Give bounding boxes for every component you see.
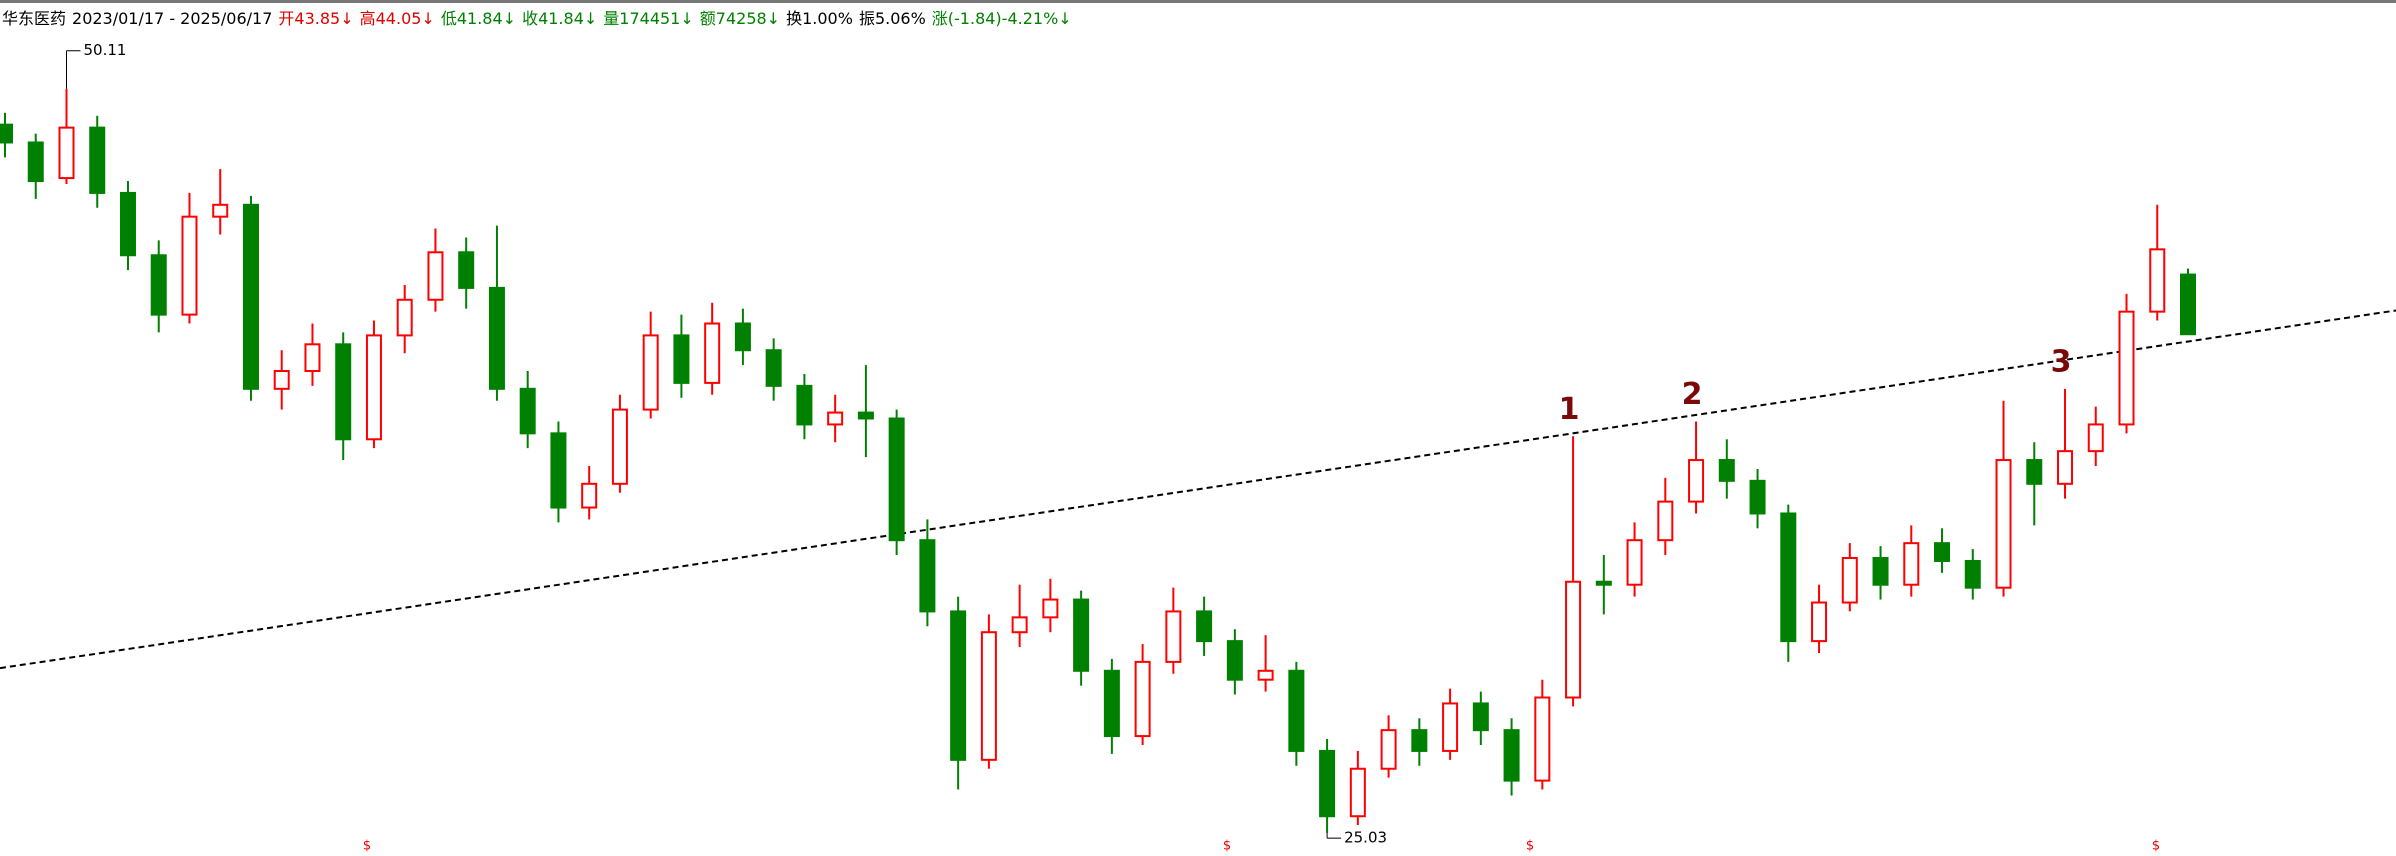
candle-body	[1411, 729, 1428, 752]
candle-body	[1780, 512, 1797, 643]
candle-body	[89, 126, 106, 194]
candle-body	[765, 349, 782, 387]
candle-body	[827, 411, 844, 426]
candle-body	[427, 251, 444, 301]
wave-label: 2	[1682, 377, 1703, 412]
header-item: 高44.05↓	[359, 9, 435, 28]
candle-body	[1595, 580, 1612, 586]
candle-body	[1934, 542, 1951, 562]
candle-body	[1626, 539, 1643, 586]
candle-body	[611, 408, 628, 485]
candle-body	[1565, 580, 1582, 699]
candle-body	[27, 141, 44, 183]
candle-body	[1534, 696, 1551, 782]
candle-body	[673, 334, 690, 384]
header: 华东医药 2023/01/17 - 2025/06/17 开43.85↓ 高44.05…	[2, 5, 1078, 29]
candle-body	[1688, 459, 1705, 503]
extreme-label: 50.11	[83, 41, 126, 59]
candle-body	[888, 417, 905, 542]
event-marker: $	[1526, 839, 1534, 854]
wave-label: 1	[1559, 392, 1580, 427]
candle-body	[1995, 459, 2012, 589]
candle-body	[1319, 749, 1336, 818]
candle-body	[1042, 598, 1059, 619]
candle-body	[242, 203, 259, 390]
candle-body	[396, 298, 413, 337]
candle-body	[1657, 500, 1674, 542]
candle-body	[1165, 610, 1182, 663]
candle-body	[2149, 248, 2166, 313]
candle-body	[1103, 669, 1120, 738]
candle-body	[2026, 459, 2043, 485]
candle-body	[1903, 542, 1920, 586]
candle-body	[1442, 702, 1459, 752]
top-border	[0, 0, 2396, 3]
header-item: 换1.00%	[786, 9, 853, 28]
candle-body	[1749, 479, 1766, 515]
candle-body	[980, 631, 997, 761]
candle-body	[488, 286, 505, 390]
candle-body	[335, 343, 352, 441]
candle-body	[0, 123, 13, 144]
header-item: 额74258↓	[699, 9, 781, 28]
candle-body	[2087, 423, 2104, 453]
candle-body	[2118, 310, 2135, 426]
header-item: 量174451↓	[603, 9, 694, 28]
candle-body	[1134, 660, 1151, 738]
candle-body	[796, 384, 813, 426]
event-marker: $	[2152, 839, 2160, 854]
candle-body	[212, 203, 229, 218]
candle-body	[1503, 729, 1520, 782]
candle-body	[1226, 640, 1243, 681]
candle-body	[919, 539, 936, 613]
candle-body	[150, 254, 167, 316]
candle-body	[704, 322, 721, 384]
candle-body	[2180, 273, 2196, 336]
candle-body	[950, 610, 967, 761]
candle-body	[273, 370, 290, 390]
candle-body	[458, 251, 475, 289]
header-item: 涨(-1.84)-4.21%↓	[931, 9, 1072, 28]
candle-body	[1349, 767, 1366, 818]
header-item: 2023/01/17 - 2025/06/17	[72, 9, 273, 28]
candle-body	[1073, 598, 1090, 672]
event-marker: $	[1223, 839, 1231, 854]
candle-body	[58, 126, 75, 180]
candle-body	[857, 411, 874, 420]
candle-body	[2057, 450, 2074, 485]
header-item: 收41.84↓	[522, 9, 598, 28]
trendline	[0, 309, 2396, 670]
candle-body	[304, 343, 321, 373]
candle-body	[1964, 559, 1981, 589]
wave-label: 3	[2051, 344, 2072, 379]
header-item: 开43.85↓	[278, 9, 354, 28]
candle-body	[365, 334, 382, 441]
extreme-label: 25.03	[1344, 829, 1387, 847]
candle-body	[1811, 601, 1828, 643]
header-item: 振5.06%	[858, 9, 926, 28]
header-item: 低41.84↓	[440, 9, 517, 28]
candle-body	[519, 387, 536, 435]
candle-body	[1288, 669, 1305, 752]
candle-body	[1196, 610, 1213, 643]
candle-body	[1718, 459, 1735, 482]
candle-body	[1872, 557, 1889, 586]
candle-body	[1011, 616, 1028, 634]
candle-body	[734, 322, 751, 352]
candle-body	[181, 215, 198, 316]
candle-body	[550, 432, 567, 509]
candle-body	[1841, 557, 1858, 604]
candle-body	[581, 482, 598, 509]
candle-body	[1257, 669, 1274, 681]
candle-body	[1380, 729, 1397, 770]
candle-body	[119, 191, 136, 257]
candle-body	[642, 334, 659, 411]
header-item: 华东医药	[2, 9, 67, 28]
event-marker: $	[363, 839, 371, 854]
candle-body	[1472, 702, 1489, 732]
